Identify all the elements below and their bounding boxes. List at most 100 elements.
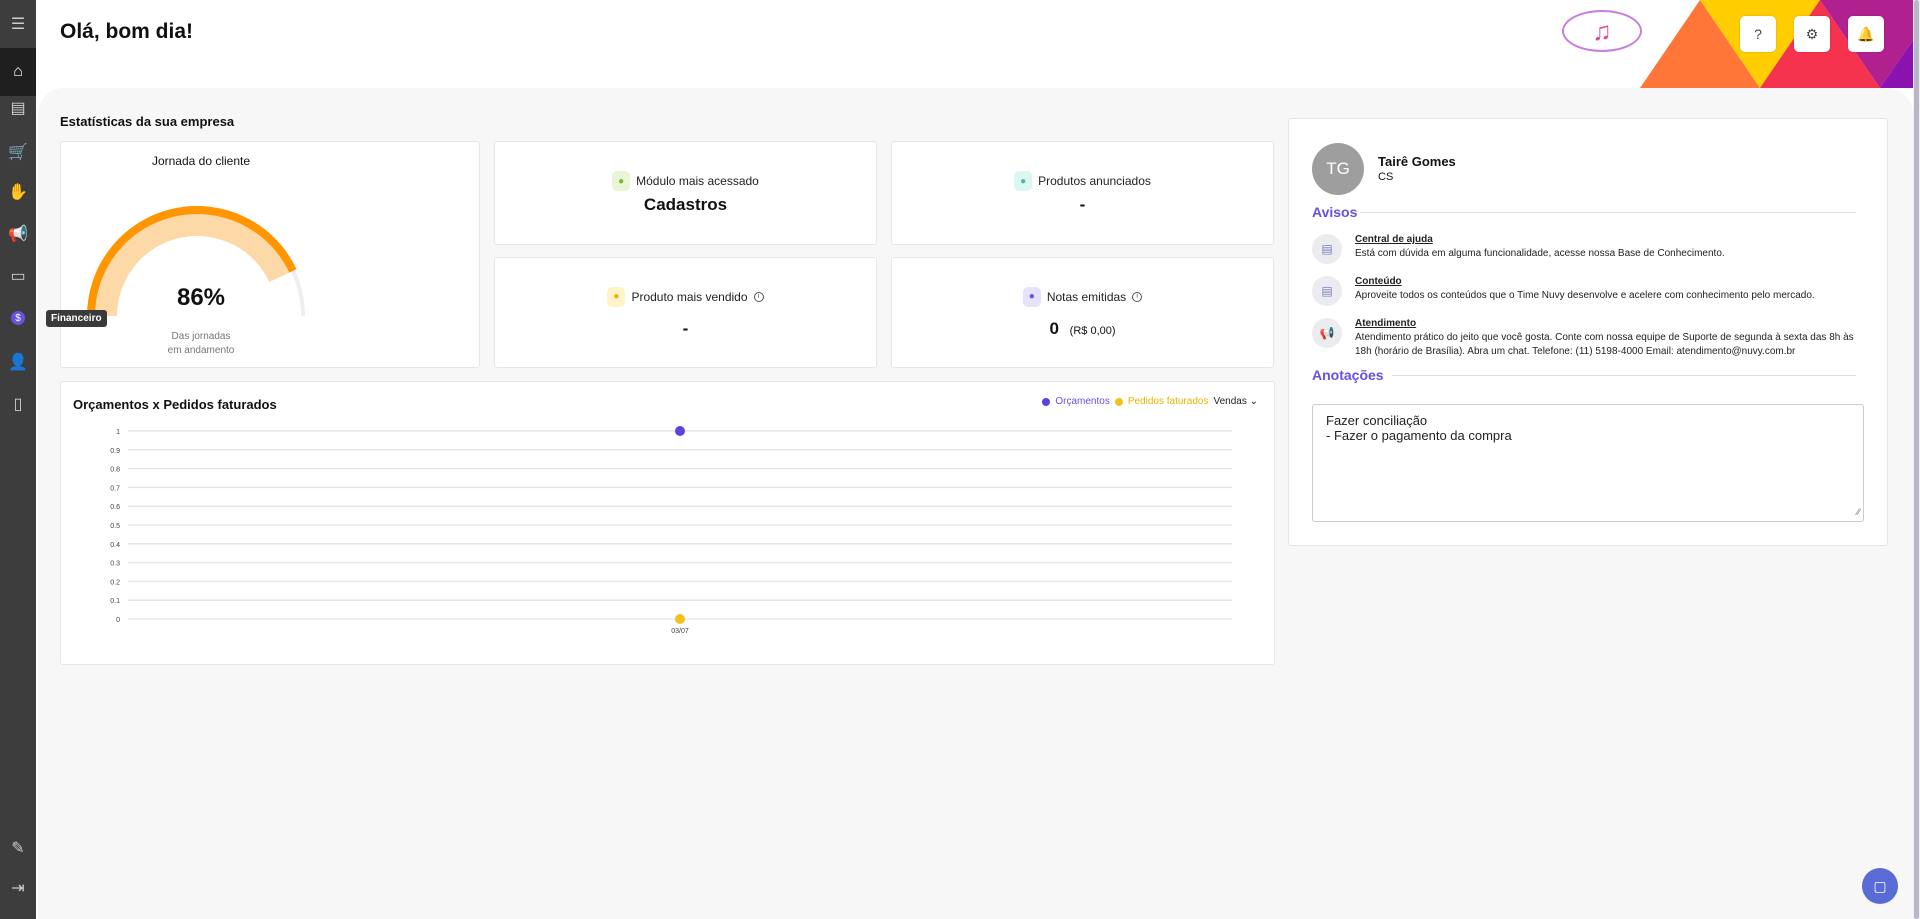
page-title: Olá, bom dia! xyxy=(60,20,194,43)
chat-icon: ▢ xyxy=(1873,877,1887,894)
megaphone-icon: 📢 xyxy=(1312,318,1342,348)
chart-title: Orçamentos x Pedidos faturados xyxy=(73,397,277,412)
resize-handle-icon[interactable]: ⁄⁄ xyxy=(1856,507,1860,517)
info-icon[interactable]: i xyxy=(1132,291,1143,302)
stat-card: ● Notas emitidas i 0 (R$ 0,00) xyxy=(891,257,1274,368)
sidebar-item-user-edit[interactable]: ✎ xyxy=(0,828,36,868)
legend-pedidos[interactable]: Pedidos faturados xyxy=(1127,396,1209,407)
notes-text: Fazer conciliação - Fazer o pagamento da… xyxy=(1326,413,1512,443)
aviso-title-link[interactable]: Conteúdo xyxy=(1355,276,1402,287)
article-icon: ▤ xyxy=(1312,234,1342,264)
stat-card: ● Produto mais vendido i - xyxy=(494,257,877,368)
aviso-text: Está com dúvida em alguma funcionalidade… xyxy=(1355,248,1725,259)
logout-icon: ⇥ xyxy=(11,880,25,897)
aviso-text: Atendimento prático do jeito que você go… xyxy=(1355,332,1854,357)
sidebar-item-cart[interactable]: 🛒 xyxy=(0,132,36,172)
stat-value: 0 (R$ 0,00) xyxy=(1049,318,1116,338)
company-logo: ♫ xyxy=(1562,10,1642,52)
help-button[interactable]: ? xyxy=(1740,16,1776,52)
y-tick-label: 0.5 xyxy=(110,523,120,530)
stat-value: Cadastros xyxy=(643,195,728,214)
y-tick-label: 0.9 xyxy=(110,448,120,455)
sidebar-item-dollar[interactable]: $ xyxy=(0,298,36,338)
ad-icon: ● xyxy=(1014,171,1033,191)
info-icon[interactable]: i xyxy=(753,291,764,302)
notes-textarea[interactable]: Fazer conciliação - Fazer o pagamento da… xyxy=(1312,404,1864,522)
y-tick-label: 0.1 xyxy=(110,598,120,605)
sidebar-item-file[interactable]: ▯ xyxy=(0,384,36,424)
note-icon: ● xyxy=(1022,286,1041,307)
stat-value: - xyxy=(1079,195,1086,214)
journey-value: 86% xyxy=(176,284,226,311)
y-tick-label: 0.8 xyxy=(110,467,120,474)
stat-value: - xyxy=(682,318,689,338)
cart-icon: 🛒 xyxy=(8,144,28,161)
stat-label: Produto mais vendido xyxy=(631,289,748,304)
avisos-heading: Avisos xyxy=(1312,204,1358,220)
divider xyxy=(1392,375,1856,376)
aviso-text: Aproveite todos os conteúdos que o Time … xyxy=(1355,290,1815,301)
sidebar-item-users[interactable]: 👤 xyxy=(0,342,36,382)
journey-title: Jornada do cliente xyxy=(151,154,251,168)
sidebar-item-document-add[interactable]: ▤ xyxy=(0,88,36,128)
x-tick-label: 03/07 xyxy=(671,628,689,635)
legend-marker-orcamentos xyxy=(1042,397,1051,406)
sidebar-item-invoice[interactable]: ▭ xyxy=(0,256,36,296)
aviso-title-link[interactable]: Atendimento xyxy=(1355,318,1417,329)
journey-caption: Das jornadas em andamento xyxy=(167,331,235,356)
notes-heading: Anotações xyxy=(1312,367,1384,383)
gauge-fill xyxy=(87,206,297,317)
box-icon: ● xyxy=(607,286,626,307)
gauge-track xyxy=(291,270,305,317)
y-tick-label: 0 xyxy=(116,617,120,624)
chat-button[interactable]: ▢ xyxy=(1862,868,1898,904)
data-point-orçamentos[interactable] xyxy=(675,426,685,436)
filter-dropdown[interactable]: Vendas ⌄ xyxy=(1213,396,1258,407)
section-title: Estatísticas da sua empresa xyxy=(60,114,235,129)
sidebar-item-hand-money[interactable]: ✋ xyxy=(0,172,36,212)
sidebar-item-logout[interactable]: ⇥ xyxy=(0,868,36,908)
users-icon: 👤 xyxy=(8,354,28,371)
stat-label: Módulo mais acessado xyxy=(636,174,759,188)
invoice-icon: ▭ xyxy=(10,268,26,285)
avatar: TG xyxy=(1312,143,1364,195)
y-tick-label: 0.6 xyxy=(110,504,120,511)
chevron-down-icon: ⌄ xyxy=(1249,396,1258,407)
sidebar-item-megaphone[interactable]: 📢 xyxy=(0,214,36,254)
y-tick-label: 0.2 xyxy=(110,579,120,586)
chart-plot: 0 0.1 0.2 0.3 0.4 0.5 0.6 0.7 0.8 0.9 1 03/07 xyxy=(110,426,1232,635)
gear-icon: ⚙ xyxy=(1805,25,1819,42)
megaphone-icon: 📢 xyxy=(8,226,28,243)
y-tick-label: 0.7 xyxy=(110,485,120,492)
legend-orcamentos[interactable]: Orçamentos xyxy=(1055,396,1110,407)
aviso-title-link[interactable]: Central de ajuda xyxy=(1355,234,1433,245)
data-point-pedidos-faturados[interactable] xyxy=(675,614,685,624)
stat-card: ● Produtos anunciados - xyxy=(891,141,1274,245)
chart-legend: Orçamentos Pedidos faturados Vendas ⌄ xyxy=(1042,396,1258,407)
y-tick-label: 0.4 xyxy=(110,542,120,549)
settings-button[interactable]: ⚙ xyxy=(1794,16,1830,52)
y-tick-label: 0.3 xyxy=(110,561,120,568)
gauge-fill-light xyxy=(93,212,292,317)
document-add-icon: ▤ xyxy=(10,100,26,117)
legend-marker-pedidos xyxy=(1114,397,1123,406)
article-icon: ▤ xyxy=(1312,276,1342,306)
sidebar-item-menu[interactable]: ☰ xyxy=(0,4,36,44)
profile-role: CS xyxy=(1378,171,1394,183)
profile-name: Tairê Gomes xyxy=(1378,154,1456,169)
notifications-button[interactable]: 🔔 xyxy=(1848,16,1884,52)
menu-icon: ☰ xyxy=(10,16,26,33)
journey-card: Jornada do cliente 86% Das jornadas em an… xyxy=(60,141,480,368)
medal-icon: ● xyxy=(612,171,631,191)
chart-card: Orçamentos x Pedidos faturados Orçamento… xyxy=(60,381,1275,665)
divider xyxy=(1360,212,1856,213)
dollar-icon: $ xyxy=(11,311,25,325)
journey-gauge xyxy=(87,206,305,317)
sidebar-item-home[interactable]: ⌂ xyxy=(0,48,36,96)
user-edit-icon: ✎ xyxy=(11,840,25,857)
y-tick-label: 1 xyxy=(116,429,120,436)
scrollbar[interactable] xyxy=(1913,0,1920,919)
tooltip-financeiro: Financeiro xyxy=(46,310,107,327)
stat-card: ● Módulo mais acessado Cadastros xyxy=(494,141,877,245)
home-icon: ⌂ xyxy=(13,63,23,80)
